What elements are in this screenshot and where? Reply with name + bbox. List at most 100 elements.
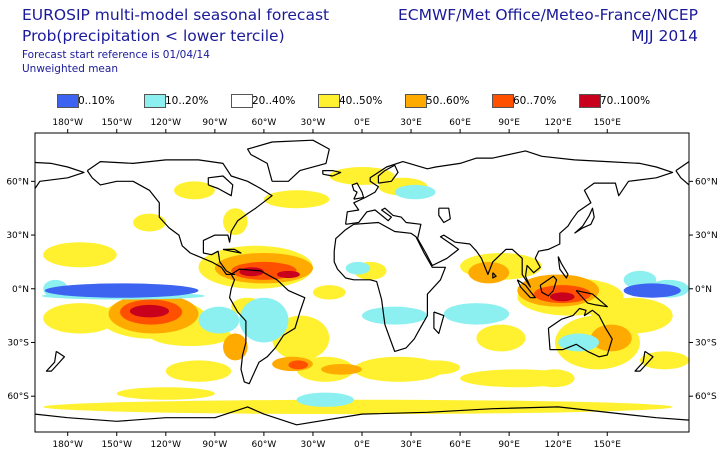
coastline [35, 413, 68, 419]
probability-area [590, 297, 673, 334]
probability-area [394, 184, 436, 200]
coastline [222, 248, 242, 254]
probability-area [411, 360, 461, 375]
coastlines [0, 139, 689, 426]
coastline [575, 290, 608, 308]
lon-label-top: 120°E [545, 118, 573, 128]
legend-swatch [231, 94, 253, 108]
probability-area [550, 292, 575, 302]
lon-label-bottom: 120°W [151, 440, 182, 450]
legend-label: 50..60% [426, 95, 470, 107]
lat-label-right: 30°S [695, 338, 717, 348]
probability-field [41, 167, 689, 415]
season-label: MJJ 2014 [631, 27, 698, 45]
probability-area [116, 387, 215, 400]
coastline [377, 164, 399, 184]
probability-area [533, 369, 575, 388]
probability-area [198, 306, 240, 334]
probability-area [296, 324, 322, 347]
map-subtitle: Prob(precipitation < lower tercile) [22, 27, 285, 45]
legend-swatch [144, 94, 166, 108]
coastline [574, 207, 595, 234]
lon-label-bottom: 0°E [354, 440, 370, 450]
coastline [229, 268, 306, 385]
mean-type: Unweighted mean [22, 63, 118, 75]
lon-label-bottom: 30°W [301, 440, 326, 450]
probability-area [296, 392, 354, 407]
probability-area [362, 306, 428, 325]
axis-ticks: 180°W 180°W 150°W 150°W 120°W 120°W 90°W 90°W 60… [6, 118, 717, 450]
lat-label-left: 30°N [6, 231, 29, 241]
coastline [45, 350, 65, 372]
probability-area [44, 283, 199, 298]
coastline [207, 175, 234, 197]
lon-label-top: 120°W [151, 118, 182, 128]
lon-label-top: 0°E [354, 118, 370, 128]
lat-label-right: 30°N [695, 231, 718, 241]
legend-label: 70..100% [600, 95, 651, 107]
legend-swatch [57, 94, 79, 108]
lon-label-bottom: 150°E [594, 440, 622, 450]
legend-label: 10..20% [165, 95, 209, 107]
probability-area [173, 181, 215, 200]
lon-label-bottom: 30°E [400, 440, 422, 450]
probability-area [43, 303, 117, 334]
lon-label-top: 60°W [251, 118, 276, 128]
lon-label-top: 150°E [594, 118, 622, 128]
coastline [492, 272, 497, 279]
probability-area [239, 297, 289, 343]
lon-label-bottom: 180°W [52, 440, 83, 450]
coastline [0, 309, 24, 357]
coastline [516, 279, 536, 299]
lon-label-top: 180°W [52, 118, 83, 128]
map-title: EUROSIP multi-model seasonal forecast [22, 6, 330, 24]
probability-area [223, 208, 248, 236]
legend-label: 20..40% [252, 95, 296, 107]
probability-area [133, 213, 166, 232]
probability-area [623, 283, 681, 298]
probability-area [165, 360, 232, 382]
lon-label-bottom: 150°W [101, 440, 132, 450]
lat-label-left: 60°N [6, 177, 29, 187]
producers-title: ECMWF/Met Office/Meteo-France/NCEP [397, 6, 698, 24]
lon-label-bottom: 60°E [449, 440, 471, 450]
coastline [547, 307, 613, 358]
coastline [322, 170, 342, 177]
coastline [634, 350, 654, 372]
lon-label-top: 30°E [400, 118, 422, 128]
lon-label-top: 90°W [202, 118, 227, 128]
lat-label-right: 60°S [695, 392, 717, 402]
coastline [333, 221, 446, 352]
legend-label: 60..70% [513, 95, 557, 107]
lon-label-bottom: 90°E [498, 440, 520, 450]
probability-area [239, 267, 264, 277]
legend-swatch [405, 94, 427, 108]
probability-area [129, 304, 170, 318]
probability-area [263, 190, 330, 209]
probability-area [43, 399, 673, 415]
coastline [557, 256, 569, 279]
lon-label-top: 30°W [301, 118, 326, 128]
lat-label-left: 30°S [7, 338, 29, 348]
coastline [0, 208, 6, 233]
legend-label: 0..10% [78, 95, 115, 107]
coastline [351, 182, 365, 200]
legend-swatch [579, 94, 601, 108]
forecast-reference: Forecast start reference is 01/04/14 [22, 49, 210, 61]
lat-label-left: 0°N [12, 285, 29, 295]
coastline [539, 275, 558, 297]
probability-area [43, 242, 117, 268]
coastline [247, 139, 330, 182]
lat-label-right: 60°N [695, 177, 718, 187]
lon-label-top: 150°W [101, 118, 132, 128]
probability-area [476, 324, 526, 352]
probability-area [639, 351, 689, 370]
legend-swatch [318, 94, 340, 108]
probability-area [345, 261, 371, 275]
lon-label-bottom: 120°E [545, 440, 573, 450]
coastline [86, 159, 273, 275]
lon-label-top: 90°E [498, 118, 520, 128]
coastline [345, 150, 674, 288]
probability-area [276, 270, 300, 279]
